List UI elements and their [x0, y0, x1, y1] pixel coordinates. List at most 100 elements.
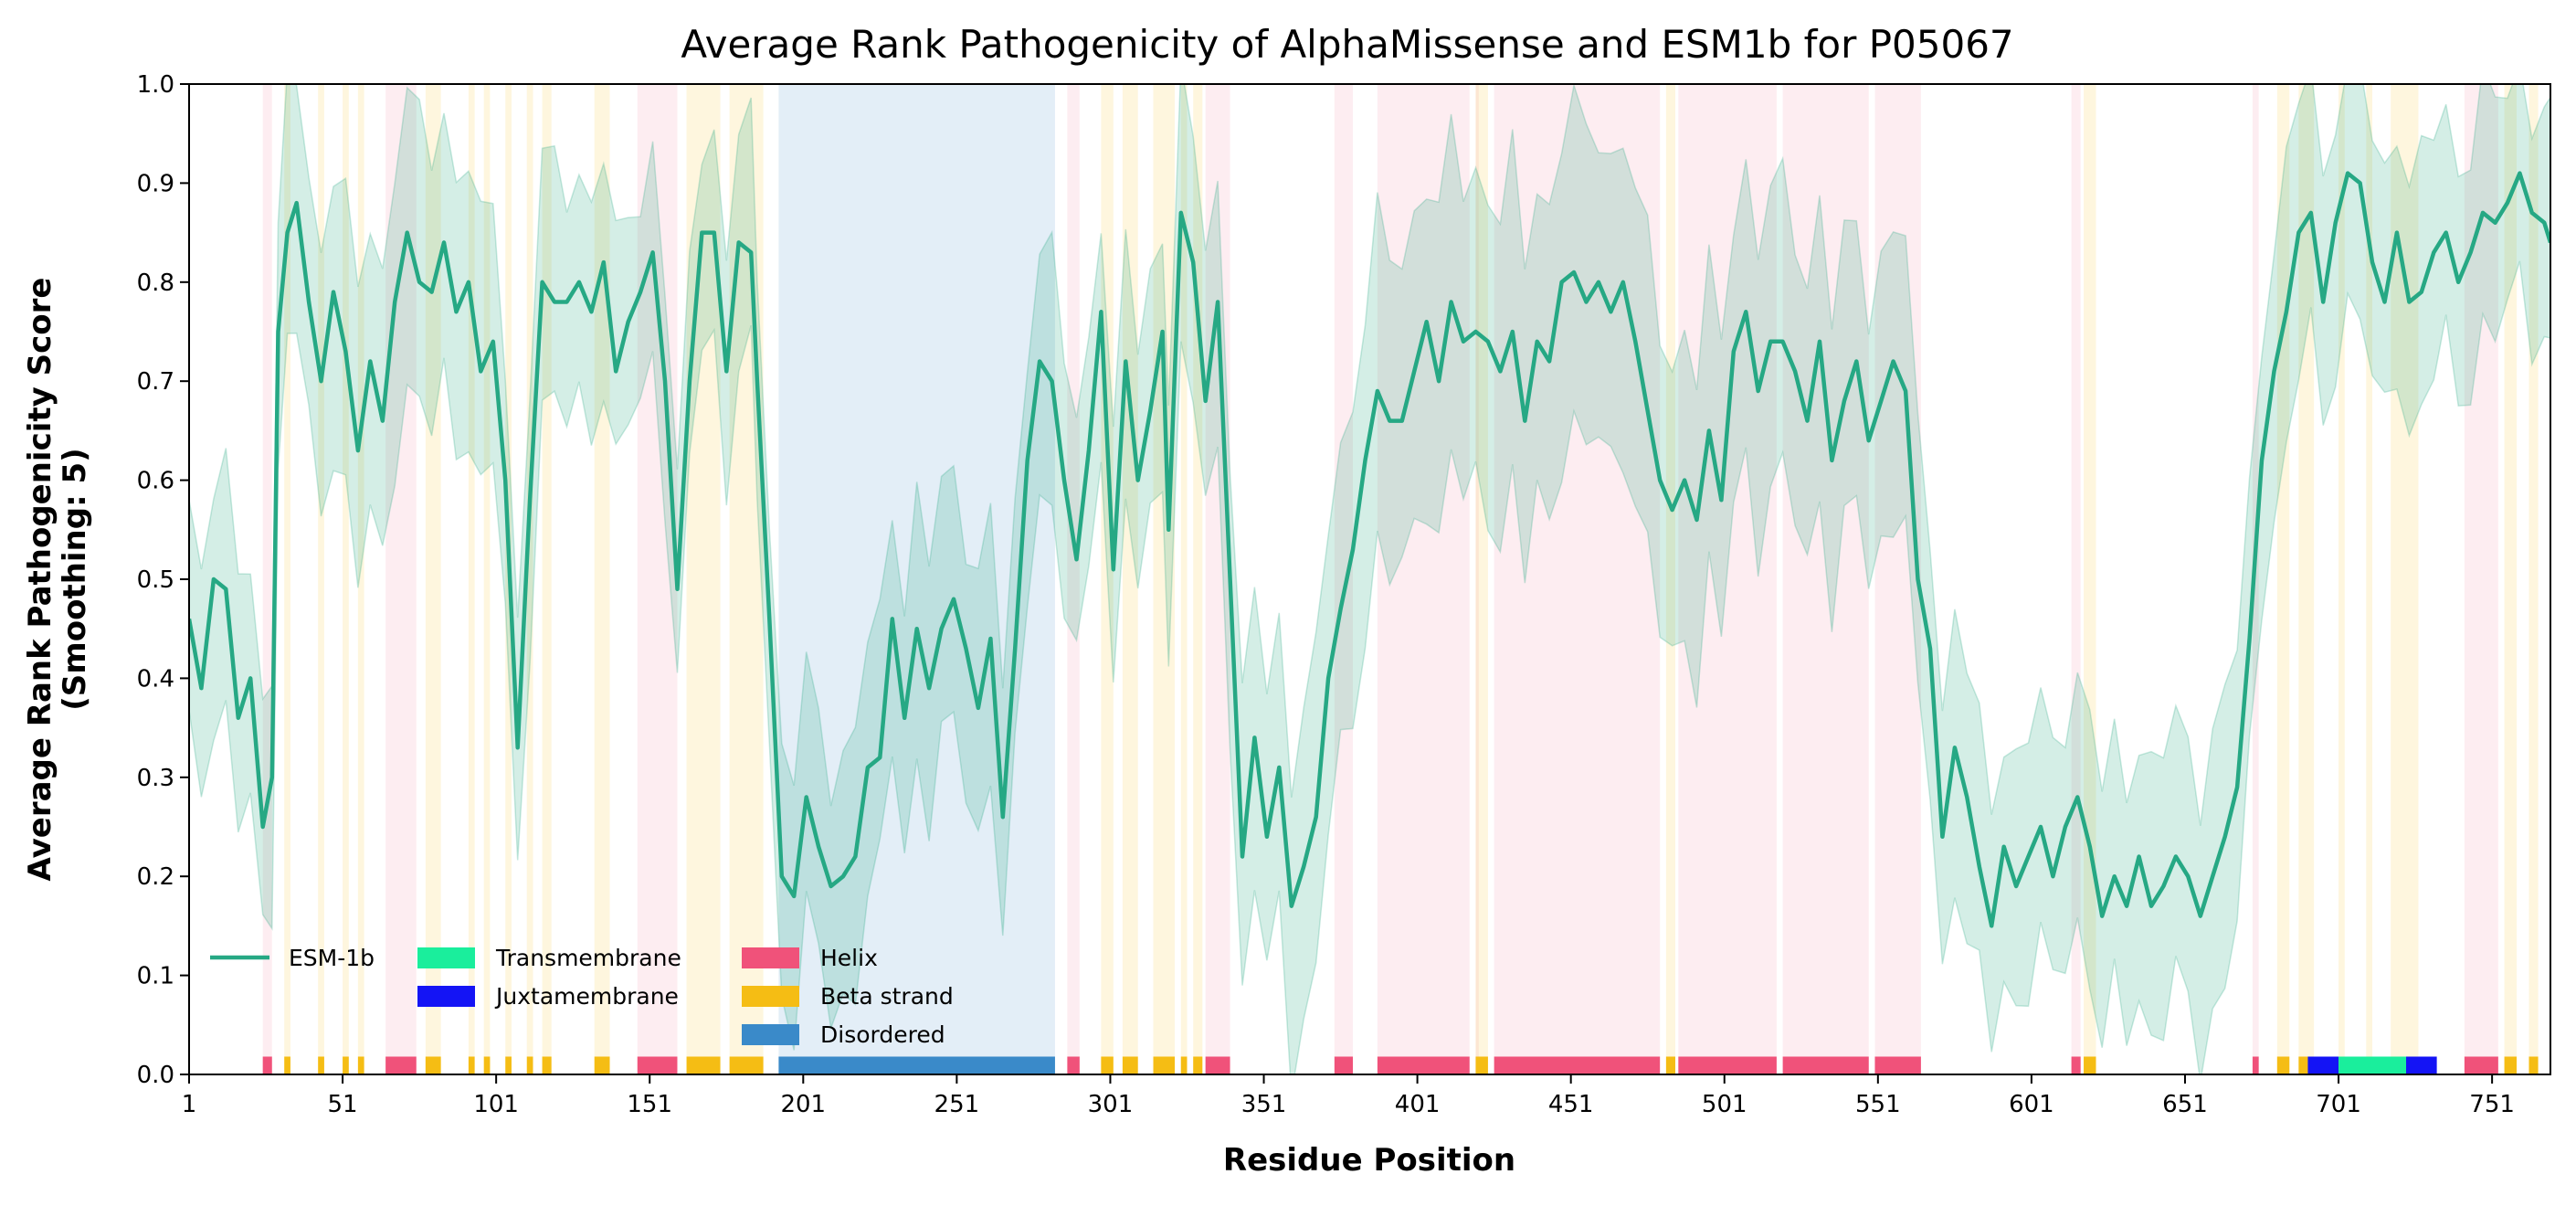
track-beta-strand-14 [1122, 1056, 1138, 1074]
legend-label-esm-1b: ESM-1b [289, 945, 375, 971]
bg-helix-12 [2071, 84, 2081, 1074]
track-helix-6 [1377, 1056, 1470, 1074]
track-beta-strand-1 [318, 1056, 324, 1074]
x-tick-label-551: 551 [1855, 1091, 1901, 1118]
track-juxtamembrane-1 [2406, 1056, 2437, 1074]
legend-label-transmembrane: Transmembrane [495, 945, 681, 971]
bg-helix-0 [262, 84, 272, 1074]
legend-label-beta-strand: Beta strand [820, 983, 954, 1010]
track-beta-strand-4 [425, 1056, 441, 1074]
series-line-esm-1b [189, 171, 2550, 928]
track-beta-strand-16 [1180, 1056, 1188, 1074]
track-transmembrane-0 [2338, 1056, 2407, 1074]
y-tick-label-9: 0.9 [137, 170, 174, 197]
bg-helix-5 [1334, 84, 1354, 1074]
y-tick-label-3: 0.3 [137, 765, 174, 792]
track-helix-4 [1205, 1056, 1230, 1074]
bg-beta-strand-16 [1180, 84, 1188, 1074]
track-beta-strand-3 [357, 1056, 364, 1074]
y-tick-label-0: 0.0 [137, 1062, 174, 1089]
x-axis: 1 51 101 151 201 251 301 351 401 451 501 551 601 651 7… [182, 1074, 2515, 1118]
y-tick-label-10: 1.0 [137, 71, 174, 99]
bg-beta-strand-19 [1665, 84, 1675, 1074]
bg-helix-8 [1494, 84, 1661, 1074]
x-tick-label-501: 501 [1702, 1091, 1747, 1118]
x-tick-label-51: 51 [328, 1091, 358, 1118]
series-lines [189, 171, 2550, 928]
y-tick-label-8: 0.8 [137, 270, 174, 297]
legend-swatch-helix [742, 947, 799, 968]
bg-beta-strand-9 [542, 84, 552, 1074]
bg-beta-strand-4 [425, 84, 441, 1074]
track-beta-strand-12 [729, 1056, 764, 1074]
bg-beta-strand-6 [483, 84, 491, 1074]
legend-swatch-juxtamembrane [417, 986, 475, 1007]
bg-beta-strand-5 [468, 84, 475, 1074]
track-beta-strand-13 [1101, 1056, 1114, 1074]
bg-helix-11 [1874, 84, 1921, 1074]
chart-title: Average Rank Pathogenicity of AlphaMisse… [681, 22, 2013, 67]
x-tick-label-701: 701 [2316, 1091, 2361, 1118]
track-beta-strand-10 [594, 1056, 610, 1074]
x-tick-label-651: 651 [2162, 1091, 2208, 1118]
track-beta-strand-9 [542, 1056, 552, 1074]
track-helix-3 [1067, 1056, 1080, 1074]
bg-beta-strand-15 [1153, 84, 1176, 1074]
x-tick-label-351: 351 [1241, 1091, 1287, 1118]
bg-helix-9 [1678, 84, 1777, 1074]
bg-beta-strand-8 [526, 84, 533, 1074]
y-tick-label-7: 0.7 [137, 368, 174, 396]
track-helix-1 [385, 1056, 417, 1074]
y-tick-label-5: 0.5 [137, 566, 174, 594]
bg-beta-strand-26 [2504, 84, 2518, 1074]
bg-helix-6 [1377, 84, 1470, 1074]
y-tick-label-2: 0.2 [137, 863, 174, 891]
bg-helix-3 [1067, 84, 1080, 1074]
track-beta-strand-27 [2528, 1056, 2539, 1074]
track-beta-strand-18 [1475, 1056, 1488, 1074]
track-beta-strand-19 [1665, 1056, 1675, 1074]
bg-beta-strand-13 [1101, 84, 1114, 1074]
bg-beta-strand-0 [284, 84, 290, 1074]
y-tick-label-4: 0.4 [137, 665, 174, 693]
track-disordered-0 [778, 1056, 1055, 1074]
x-tick-label-601: 601 [2009, 1091, 2054, 1118]
bg-beta-strand-2 [343, 84, 349, 1074]
bg-helix-10 [1782, 84, 1869, 1074]
track-beta-strand-6 [483, 1056, 491, 1074]
track-beta-strand-17 [1193, 1056, 1203, 1074]
bg-beta-strand-22 [2298, 84, 2315, 1074]
y-axis-title-line-2: (Smoothing: 5) [57, 448, 93, 710]
track-helix-9 [1678, 1056, 1777, 1074]
track-beta-strand-11 [686, 1056, 721, 1074]
annotation-track [262, 1056, 2539, 1074]
track-beta-strand-7 [505, 1056, 512, 1074]
track-beta-strand-15 [1153, 1056, 1176, 1074]
legend-swatch-disordered [742, 1024, 799, 1045]
bg-helix-4 [1205, 84, 1230, 1074]
y-tick-label-6: 0.6 [137, 468, 174, 495]
region-backgrounds [262, 84, 2539, 1074]
bg-helix-2 [637, 84, 678, 1074]
bg-beta-strand-17 [1193, 84, 1203, 1074]
legend: ESM-1b Transmembrane Juxtamembrane Helix Bet… [210, 945, 954, 1048]
legend-label-helix: Helix [820, 945, 878, 971]
legend-swatch-beta-strand [742, 986, 799, 1007]
track-helix-0 [262, 1056, 272, 1074]
bg-beta-strand-27 [2528, 84, 2539, 1074]
track-beta-strand-2 [343, 1056, 349, 1074]
bg-beta-strand-14 [1122, 84, 1138, 1074]
x-tick-label-251: 251 [934, 1091, 980, 1118]
legend-swatch-transmembrane [417, 947, 475, 968]
bg-beta-strand-1 [318, 84, 324, 1074]
track-juxtamembrane-0 [2307, 1056, 2339, 1074]
track-helix-11 [1874, 1056, 1921, 1074]
bg-beta-strand-3 [357, 84, 364, 1074]
x-tick-label-301: 301 [1088, 1091, 1134, 1118]
bg-beta-strand-10 [594, 84, 610, 1074]
bg-helix-7 [1475, 84, 1479, 1074]
x-tick-label-101: 101 [473, 1091, 519, 1118]
track-helix-13 [2252, 1056, 2259, 1074]
track-helix-2 [637, 1056, 678, 1074]
track-helix-5 [1334, 1056, 1354, 1074]
